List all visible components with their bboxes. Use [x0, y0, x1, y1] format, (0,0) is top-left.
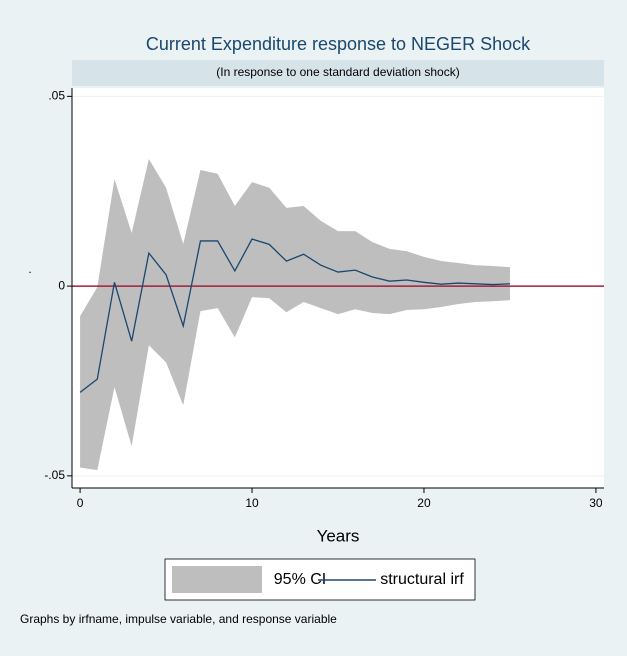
y-tick-label: -.05 [44, 468, 65, 482]
chart-title: Current Expenditure response to NEGER Sh… [146, 34, 531, 54]
x-tick-label: 10 [245, 496, 259, 510]
legend-label: structural irf [380, 571, 464, 588]
subtitle-band [72, 60, 604, 86]
note: Graphs by irfname, impulse variable, and… [20, 612, 337, 626]
x-tick-label: 20 [417, 496, 431, 510]
subtitle: (In response to one standard deviation s… [216, 65, 459, 79]
y-tick-label: .05 [48, 89, 65, 103]
irf-line [79, 238, 510, 393]
legend-label: 95% CI [274, 571, 326, 588]
legend-swatch [172, 566, 262, 593]
x-tick-label: 30 [589, 496, 603, 510]
ci-band [80, 158, 510, 471]
x-tick-label: 0 [77, 496, 84, 510]
y-axis-title: . [28, 262, 31, 276]
x-axis-title: Years [317, 526, 360, 545]
y-tick-label: 0 [58, 278, 65, 292]
